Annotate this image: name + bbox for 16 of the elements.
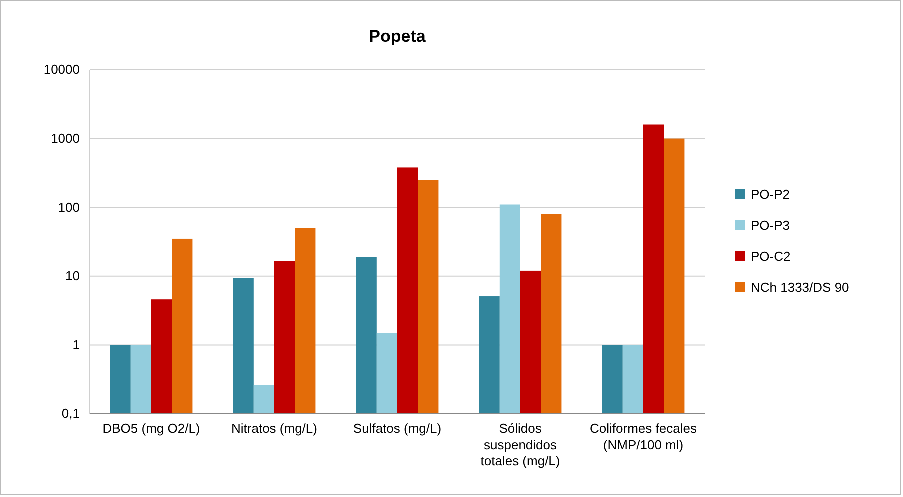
y-tick-label: 10000 [44, 62, 80, 78]
y-tick-label: 100 [58, 200, 80, 215]
y-tick-label: 0,1 [62, 406, 80, 422]
y-tick-label: 1 [72, 337, 80, 352]
chart-title: Popeta [369, 27, 426, 46]
y-tick-label: 1000 [51, 130, 80, 146]
legend-label: PO-P2 [751, 187, 790, 202]
x-tick-label: DBO5 (mg O2/L) [102, 421, 200, 436]
x-tick-label: Nitratos (mg/L) [232, 421, 318, 436]
legend-label: PO-P3 [751, 218, 790, 233]
x-tick-label: Sólidos suspendidos totales (mg/L) [480, 421, 560, 469]
x-tick-label: Sulfatos (mg/L) [353, 421, 442, 436]
legend-label: NCh 1333/DS 90 [751, 280, 850, 295]
y-tick-label: 10 [66, 268, 80, 284]
x-tick-label: Coliformes fecales (NMP/100 ml) [590, 421, 698, 452]
legend-label: PO-C2 [751, 249, 791, 264]
